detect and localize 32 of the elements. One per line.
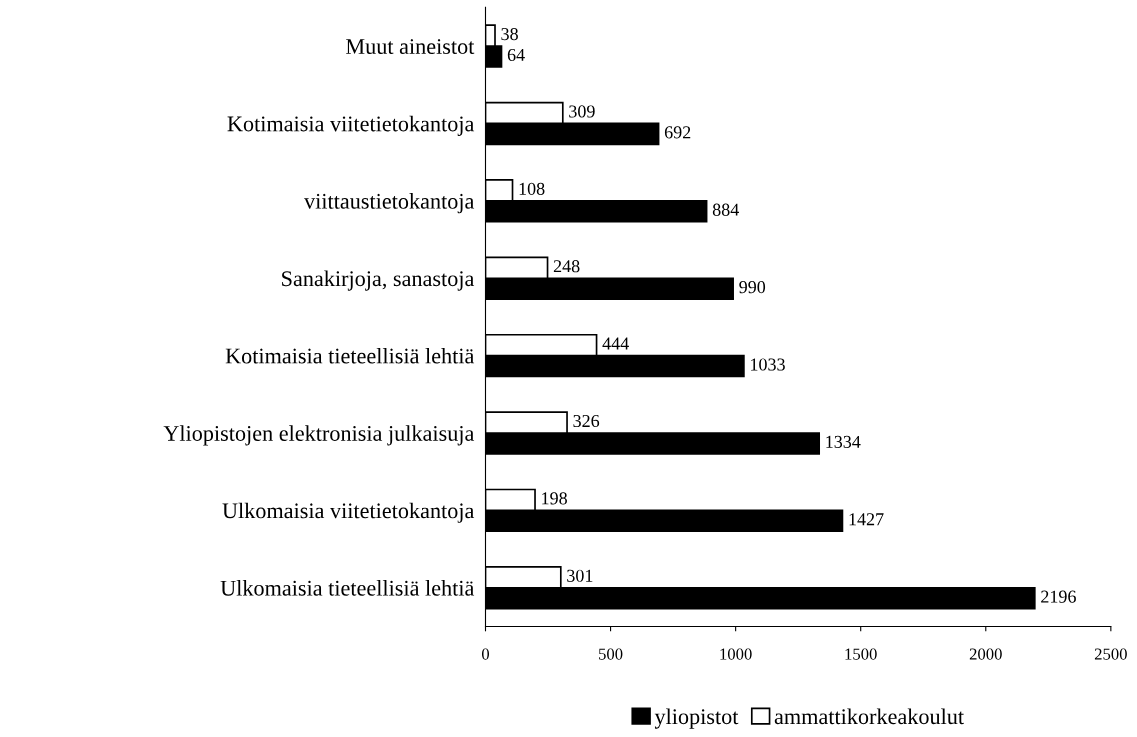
y-tick-label: Muut aineistot: [346, 39, 475, 54]
y-tick-label: Kotimaisia viitetietokantoja: [227, 115, 475, 136]
x-tick-label: 500: [599, 648, 623, 660]
x-tick-label: 2000: [969, 648, 1002, 660]
data-label: 326: [573, 414, 600, 428]
y-tick-label: Ulkomaisia viitetietokantoja: [222, 502, 475, 523]
data-label: 990: [739, 281, 766, 294]
data-label: 1033: [751, 358, 785, 371]
data-label: 198: [542, 492, 567, 505]
x-tick-label: 1000: [720, 648, 752, 660]
data-label: 1427: [849, 513, 884, 526]
data-label: 301: [567, 569, 593, 582]
x-tick-label: 1500: [845, 648, 877, 660]
y-tick-label: Ulkomaisia tieteellisiä lehtiä: [220, 580, 475, 596]
data-label: 309: [569, 105, 595, 118]
y-tick-label: viittaustietokantoja: [304, 193, 475, 214]
data-label: 2196: [1041, 590, 1076, 603]
y-tick-label: Yliopistojen elektronisia julkaisuja: [163, 425, 475, 446]
data-label: 692: [664, 126, 691, 139]
data-label: 64: [507, 48, 525, 62]
data-label: 884: [712, 203, 739, 216]
data-label: 108: [519, 182, 545, 195]
x-tick-label: 0: [481, 648, 490, 660]
y-tick-label: Sanakirjoja, sanastoja: [282, 270, 475, 291]
data-label: 248: [553, 260, 580, 273]
data-label: 1334: [826, 435, 861, 448]
legend-label: ammattikorkeakoulut: [774, 708, 964, 725]
y-tick-label: Kotimaisia tieteellisiä lehtiä: [225, 347, 475, 364]
x-tick-label: 2500: [1094, 648, 1127, 660]
data-label: 38: [501, 27, 518, 41]
data-label: 444: [602, 337, 629, 350]
legend-label: yliopistot: [654, 708, 739, 729]
